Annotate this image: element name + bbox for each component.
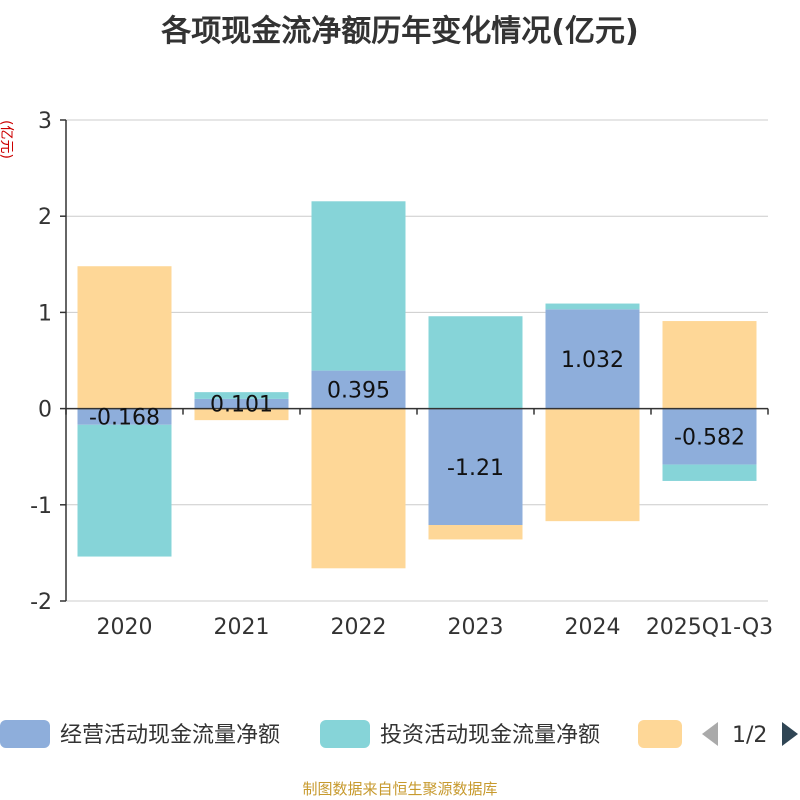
y-tick-label: 3 [38,109,52,134]
bars [77,201,757,569]
bar-2-2025Q1-Q3 [662,464,757,481]
axes: 3 2 1 0 -1 -2 2020 2021 2022 2023 2024 2025Q1-Q3 [30,109,773,640]
y-tick-label: 2 [38,205,52,230]
data-label: -0.582 [674,426,745,451]
x-tick-label: 2022 [331,615,387,640]
bar-3-2020 [77,266,172,409]
legend: 经营活动现金流量净额 投资活动现金流量净额 1/2 [0,720,798,748]
bar-1-2021 [194,398,289,409]
x-tick-label: 2025Q1-Q3 [646,615,773,640]
bar-3-2021 [194,408,289,421]
gridlines [66,119,768,602]
bar-1-2022 [311,370,406,409]
x-tick-label: 2021 [214,615,270,640]
bar-3-2024 [545,408,640,522]
bar-3-2022 [311,408,406,569]
legend-swatch-1[interactable] [0,720,50,748]
bar-2-2023 [428,316,523,409]
legend-next-icon[interactable] [782,722,798,746]
x-tick-label: 2023 [448,615,504,640]
y-tick-label: -1 [30,494,52,519]
data-label: 0.395 [327,379,390,404]
bar-3-2025Q1-Q3 [662,321,757,409]
data-label: 1.032 [561,348,624,373]
legend-label-1[interactable]: 经营活动现金流量净额 [60,723,280,748]
bar-3-2023 [428,525,523,540]
bar-2-2024 [545,303,640,310]
y-tick-label: 0 [38,398,52,423]
bar-1-2025Q1-Q3 [662,408,757,465]
bar-1-2020 [77,408,172,425]
source-note: 制图数据来自恒生聚源数据库 [302,780,498,798]
bar-1-2024 [545,309,640,409]
bar-2-2020 [77,424,172,557]
x-tick-label: 2020 [97,615,153,640]
legend-prev-icon[interactable] [702,722,718,746]
data-label: -1.21 [447,456,504,481]
stacked-bar-chart: 3 2 1 0 -1 -2 2020 2021 2022 2023 2024 2025Q1-Q3 -0… [0,109,798,748]
data-labels: -0.168 0.101 0.395 -1.21 1.032 -0.582 [89,348,745,481]
y-tick-label: -2 [30,590,52,615]
legend-swatch-2[interactable] [320,720,370,748]
bar-1-2023 [428,408,523,526]
y-tick-label: 1 [38,301,52,326]
bar-2-2022 [311,201,406,371]
y-axis-label: (亿元) [0,120,14,159]
legend-swatch-3[interactable] [638,720,682,748]
legend-pager: 1/2 [732,723,767,748]
data-label: -0.168 [89,406,160,431]
legend-label-2[interactable]: 投资活动现金流量净额 [380,723,600,748]
chart-title: 各项现金流净额历年变化情况(亿元) [161,14,639,49]
data-label: 0.101 [210,393,273,418]
bar-2-2021 [194,392,289,399]
x-tick-label: 2024 [565,615,621,640]
